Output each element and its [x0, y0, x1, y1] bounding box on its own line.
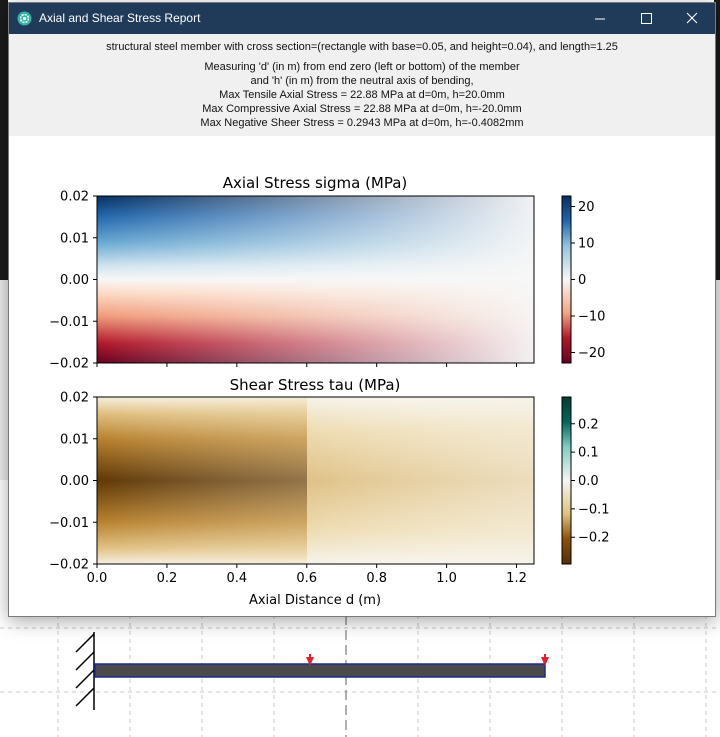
colorbar-tick-label: −10 [578, 309, 605, 324]
axial-colorbar-ticks: 20 10 0 −10 −20 [571, 200, 605, 361]
shear-x-axis-label: Axial Distance d (m) [249, 593, 381, 608]
colorbar-tick-label: 0.0 [578, 474, 599, 489]
stress-plots: Axial Stress sigma (MPa) 0.020.010.00−0.… [49, 174, 610, 608]
canvas-grid [0, 615, 720, 737]
colorbar-tick-label: −0.1 [578, 502, 610, 517]
colorbar-tick-label: 0 [578, 273, 586, 288]
axial-heatmap-fade [97, 196, 534, 363]
shear-heatmap-right-fade [307, 397, 534, 564]
report-summary: structural steel member with cross secti… [9, 34, 715, 136]
background-side-panel-right [714, 280, 720, 480]
load-marker[interactable] [541, 654, 549, 666]
axial-chart-title: Axial Stress sigma (MPa) [223, 174, 408, 192]
axial-x-ticks [96, 363, 518, 367]
colorbar-tick-label: 10 [578, 237, 595, 252]
close-icon [686, 12, 698, 24]
x-tick-label: 1.0 [436, 571, 457, 586]
y-tick-label: 0.01 [60, 231, 89, 246]
title-bar[interactable]: Axial and Shear Stress Report [9, 3, 715, 34]
maximize-icon [641, 13, 652, 24]
shear-heatmap-left-fade [97, 397, 307, 564]
shear-stress-heatmap [96, 396, 535, 565]
y-tick-label: −0.01 [49, 315, 89, 330]
y-tick-label: 0.02 [60, 190, 89, 205]
close-button[interactable] [669, 3, 715, 34]
background-dark-panel-right [714, 0, 720, 280]
x-tick-label: 0.4 [226, 571, 247, 586]
colorbar-tick-label: 0.2 [578, 417, 599, 432]
colorbar-tick-label: −0.2 [578, 531, 610, 546]
member-description: structural steel member with cross secti… [106, 41, 618, 53]
report-window: Axial and Shear Stress Report structural… [8, 2, 716, 617]
shear-colorbar-ticks: 0.2 0.1 0.0 −0.1 −0.2 [571, 417, 610, 546]
maximize-button[interactable] [623, 3, 669, 34]
x-tick-label: 0.8 [366, 571, 387, 586]
y-tick-label: 0.00 [60, 474, 89, 489]
y-tick-label: 0.02 [60, 391, 89, 406]
max-compressive-stress: Max Compressive Axial Stress = 22.88 MPa… [202, 103, 522, 115]
axial-colorbar [561, 195, 572, 364]
axial-stress-heatmap [96, 195, 535, 364]
y-tick-label: −0.01 [49, 516, 89, 531]
max-negative-shear-stress: Max Negative Sheer Stress = 0.2943 MPa a… [200, 117, 524, 129]
y-tick-label: −0.02 [49, 558, 89, 573]
background-side-panel-left [0, 280, 8, 480]
shear-y-axis: 0.02 0.01 0.00 −0.01 −0.02 [49, 391, 97, 573]
measuring-note-line2: and 'h' (in m) from the neutral axis of … [250, 75, 474, 87]
minimize-icon [595, 18, 605, 20]
colorbar-tick-label: −20 [578, 346, 605, 361]
shear-colorbar [561, 396, 572, 565]
minimize-button[interactable] [577, 3, 623, 34]
load-marker[interactable] [306, 654, 314, 666]
y-tick-label: 0.01 [60, 432, 89, 447]
x-tick-label: 1.2 [506, 571, 527, 586]
colorbar-tick-label: 20 [578, 200, 595, 215]
measuring-note-line1: Measuring 'd' (in m) from end zero (left… [204, 61, 520, 73]
beam[interactable] [94, 663, 546, 678]
x-tick-label: 0.0 [87, 571, 108, 586]
background-dark-panel-left [0, 0, 8, 280]
fixed-support [75, 632, 95, 710]
app-gear-icon [17, 11, 32, 26]
axial-y-axis: 0.02 0.01 0.00 −0.01 −0.02 [49, 190, 97, 372]
x-tick-label: 0.2 [157, 571, 178, 586]
shear-chart-title: Shear Stress tau (MPa) [230, 376, 401, 394]
window-title: Axial and Shear Stress Report [39, 11, 201, 25]
y-tick-label: −0.02 [49, 357, 89, 372]
shear-x-axis: 0.0 0.2 0.4 0.6 0.8 1.0 1.2 [87, 564, 527, 586]
y-tick-label: 0.00 [60, 273, 89, 288]
colorbar-tick-label: 0.1 [578, 446, 599, 461]
x-tick-label: 0.6 [296, 571, 317, 586]
max-tensile-stress: Max Tensile Axial Stress = 22.88 MPa at … [219, 89, 505, 101]
